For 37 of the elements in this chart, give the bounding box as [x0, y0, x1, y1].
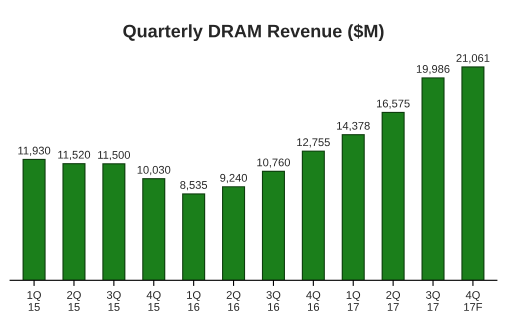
chart-title: Quarterly DRAM Revenue ($M): [123, 24, 384, 42]
x-tick-label: 2Q 17: [386, 291, 400, 311]
data-label: 10,030: [138, 166, 170, 176]
bar: [222, 186, 246, 280]
bar: [102, 163, 126, 280]
data-label: 14,378: [337, 122, 370, 132]
bar: [262, 170, 285, 280]
bar: [302, 150, 325, 280]
data-label: 11,520: [58, 150, 90, 160]
x-tick-label: 1Q 17: [346, 291, 360, 311]
bar: [382, 112, 405, 280]
x-tick-label: 3Q 16: [266, 291, 280, 311]
data-label: 12,755: [297, 138, 330, 148]
data-label: 16,575: [376, 100, 410, 109]
x-tick-label: 1Q 15: [28, 291, 41, 311]
bar: [62, 163, 86, 280]
x-tick-label: 3Q 15: [106, 291, 121, 311]
x-tick-label: 2Q 16: [226, 291, 240, 311]
data-label: 10,760: [257, 158, 290, 168]
data-label: 19,986: [416, 65, 450, 74]
data-label: 9,240: [220, 174, 248, 184]
x-tick-label: 2Q 15: [67, 291, 81, 311]
data-label: 11,500: [98, 151, 130, 160]
data-label: 21,061: [456, 54, 490, 64]
x-tick-label: 4Q 16: [306, 291, 320, 311]
x-tick-label: 1Q 16: [187, 291, 201, 311]
bar: [461, 66, 484, 280]
x-tick-label: 3Q 17: [426, 291, 440, 311]
x-tick-label: 4Q 17F: [464, 291, 482, 311]
x-tick-label: 4Q 15: [146, 291, 161, 311]
bar: [422, 77, 445, 280]
data-label: 11,930: [18, 146, 50, 156]
bar: [22, 158, 46, 280]
bar: [342, 134, 365, 280]
bar: [142, 178, 166, 280]
bar: [182, 193, 206, 280]
data-label: 8,535: [180, 181, 208, 190]
